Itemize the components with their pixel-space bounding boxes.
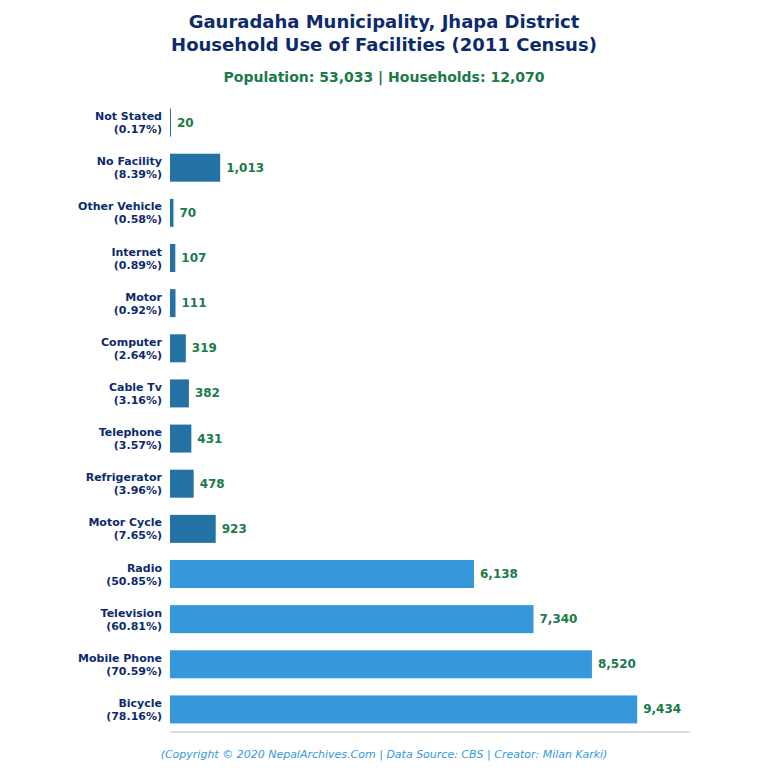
category-label-line: (0.92%) <box>114 303 162 316</box>
category-label: Telephone(3.57%) <box>99 426 162 452</box>
category-label: Bicycle(78.16%) <box>106 696 162 722</box>
category-label-line: Bicycle <box>118 696 162 709</box>
category-label-line: (0.89%) <box>114 258 162 271</box>
footer: (Copyright © 2020 NepalArchives.Com | Da… <box>161 748 608 761</box>
category-label: Television(60.81%) <box>101 606 162 632</box>
category-label: Cable Tv(3.16%) <box>109 380 163 406</box>
category-label-line: (50.85%) <box>106 574 162 587</box>
background <box>0 0 768 768</box>
category-label: Refrigerator(3.96%) <box>86 471 163 497</box>
category-label-line: Motor <box>125 290 162 303</box>
subtitle: Population: 53,033 | Households: 12,070 <box>224 69 545 86</box>
category-label-line: (78.16%) <box>106 709 162 722</box>
bar <box>170 560 474 588</box>
category-label-line: Internet <box>111 245 162 258</box>
data-label: 319 <box>192 341 217 355</box>
category-label-line: Motor Cycle <box>88 516 162 529</box>
bar <box>170 470 194 498</box>
category-label-line: (0.17%) <box>114 123 162 136</box>
bar <box>170 109 171 137</box>
category-label-line: (0.58%) <box>114 213 162 226</box>
labels: 20 1,013 70 107 111 319 382 431 478 923 6,138 7,340… <box>78 110 681 723</box>
data-label: 382 <box>195 386 220 400</box>
category-label: Computer(2.64%) <box>101 335 163 361</box>
category-label: No Facility(8.39%) <box>97 155 162 181</box>
bar <box>170 425 191 453</box>
data-label: 1,013 <box>226 161 264 175</box>
category-label-line: Other Vehicle <box>78 200 162 213</box>
category-label-line: No Facility <box>97 155 162 168</box>
bar <box>170 244 175 272</box>
category-label: Internet(0.89%) <box>111 245 162 271</box>
bar <box>170 289 175 317</box>
bar <box>170 199 173 227</box>
category-label: Motor Cycle(7.65%) <box>88 516 162 542</box>
category-label: Radio(50.85%) <box>106 561 162 587</box>
data-label: 9,434 <box>643 702 681 716</box>
category-label-line: (60.81%) <box>106 619 162 632</box>
bar <box>170 650 592 678</box>
data-label: 111 <box>181 296 206 310</box>
category-label-line: (8.39%) <box>114 168 162 181</box>
category-label-line: Mobile Phone <box>78 651 162 664</box>
bar <box>170 154 220 182</box>
category-label: Mobile Phone(70.59%) <box>78 651 162 677</box>
bar <box>170 334 186 362</box>
title-line: Gauradaha Municipality, Jhapa District <box>189 11 580 32</box>
category-label-line: (2.64%) <box>114 348 162 361</box>
bar <box>170 379 189 407</box>
category-label-line: Cable Tv <box>109 380 163 393</box>
category-label-line: (7.65%) <box>114 529 162 542</box>
category-label-line: (70.59%) <box>106 664 162 677</box>
data-label: 6,138 <box>480 567 518 581</box>
data-label: 431 <box>197 432 222 446</box>
category-label-line: Television <box>101 606 162 619</box>
bar <box>170 515 216 543</box>
category-label-line: (3.96%) <box>114 484 162 497</box>
category-label-line: (3.16%) <box>114 393 162 406</box>
category-label-line: Refrigerator <box>86 471 163 484</box>
data-label: 478 <box>200 477 225 491</box>
category-label: Motor(0.92%) <box>114 290 163 316</box>
category-label: Not Stated(0.17%) <box>95 110 162 136</box>
data-label: 7,340 <box>540 612 578 626</box>
category-label-line: Telephone <box>99 426 162 439</box>
category-label-line: Radio <box>127 561 163 574</box>
category-label-line: (3.57%) <box>114 439 162 452</box>
data-label: 107 <box>181 251 206 265</box>
title-line: Household Use of Facilities (2011 Census… <box>171 34 597 55</box>
data-label: 8,520 <box>598 657 636 671</box>
bar <box>170 605 534 633</box>
category-label: Other Vehicle(0.58%) <box>78 200 162 226</box>
data-label: 20 <box>177 116 194 130</box>
category-label-line: Computer <box>101 335 163 348</box>
chart: Gauradaha Municipality, Jhapa DistrictHo… <box>0 0 768 768</box>
x-axis-line <box>170 732 690 733</box>
data-label: 923 <box>222 522 247 536</box>
bar <box>170 695 637 723</box>
category-label-line: Not Stated <box>95 110 162 123</box>
bars <box>170 109 637 724</box>
data-label: 70 <box>179 206 196 220</box>
title: Gauradaha Municipality, Jhapa DistrictHo… <box>171 11 597 55</box>
page: {"chart_data": { "type": "bar", "orienta… <box>0 0 768 768</box>
